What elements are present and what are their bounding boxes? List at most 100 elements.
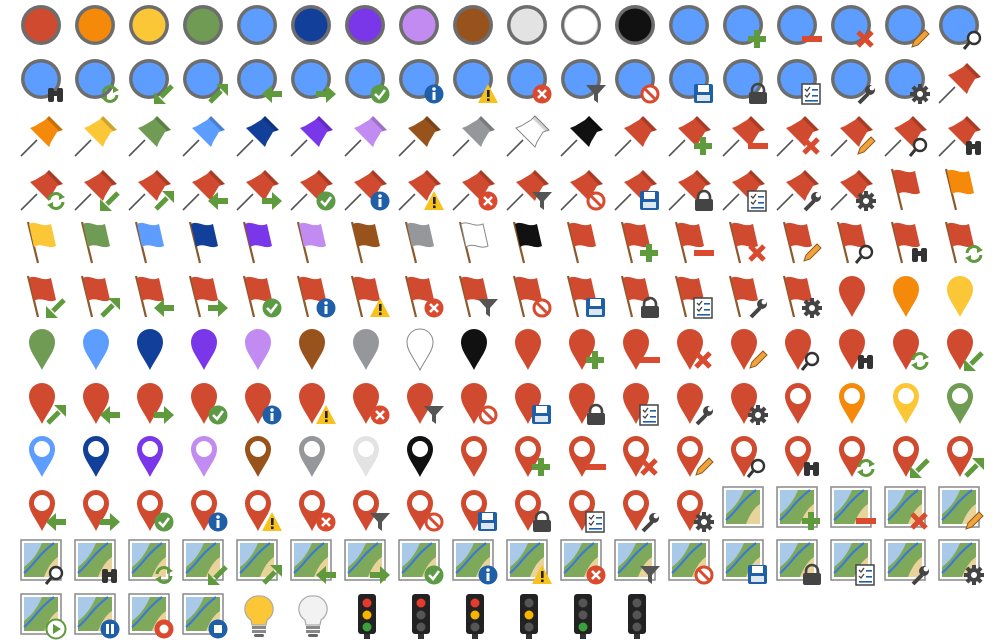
- flag-lightblue-icon: [126, 216, 176, 266]
- pin-red-check-icon: [288, 163, 338, 213]
- circle-lightblue-info-icon: [396, 56, 446, 106]
- traffic-icon: [504, 591, 554, 641]
- pin-red-delete-icon: [774, 109, 824, 159]
- circle-lightblue-icon: [666, 2, 716, 52]
- ringmarker-red-check-icon: [126, 484, 176, 534]
- ringmarker-red-arrow-down-left-icon: [882, 430, 932, 480]
- pin-lightblue-icon: [180, 109, 230, 159]
- marker-red-icon: [504, 323, 554, 373]
- map-add-icon: [774, 484, 824, 534]
- ringmarker-brown-icon: [234, 430, 284, 480]
- marker-red-remove-icon: [612, 323, 662, 373]
- marker-white-icon: [396, 323, 446, 373]
- circle-lightblue-error-icon: [504, 56, 554, 106]
- ringmarker-red-arrow-up-right-icon: [936, 430, 986, 480]
- pin-red-arrow-up-right-icon: [126, 163, 176, 213]
- map-delete-icon: [882, 484, 932, 534]
- pin-white-icon: [504, 109, 554, 159]
- pin-red-checklist-icon: [720, 163, 770, 213]
- map-lock-icon: [774, 537, 824, 587]
- marker-red-arrow-down-left-icon: [936, 323, 986, 373]
- flag-red-arrow-right-icon: [180, 270, 230, 320]
- ringmarker-red-lock-icon: [504, 484, 554, 534]
- marker-green-icon: [18, 323, 68, 373]
- flag-orange-icon: [936, 163, 986, 213]
- ringmarker-red-gear-icon: [666, 484, 716, 534]
- pin-red-arrow-right-icon: [234, 163, 284, 213]
- ringmarker-lightblue-icon: [18, 430, 68, 480]
- marker-red-block-icon: [450, 377, 500, 427]
- flag-red-edit-icon: [774, 216, 824, 266]
- bulb-yellow-icon: [234, 591, 284, 641]
- circle-lightblue-wrench-icon: [828, 56, 878, 106]
- flag-purple-icon: [234, 216, 284, 266]
- ringmarker-red-remove-icon: [558, 430, 608, 480]
- pin-red-add-icon: [666, 109, 716, 159]
- traffic-icon: [342, 591, 392, 641]
- ringmarker-red-warning-icon: [234, 484, 284, 534]
- marker-red-arrow-up-right-icon: [18, 377, 68, 427]
- circle-lightblue-check-icon: [342, 56, 392, 106]
- flag-red-check-icon: [234, 270, 284, 320]
- marker-red-search-icon: [774, 323, 824, 373]
- circle-lightblue-arrow-down-left-icon: [126, 56, 176, 106]
- marker-red-checklist-icon: [612, 377, 662, 427]
- flag-red-arrow-left-icon: [126, 270, 176, 320]
- flag-red-binoculars-icon: [882, 216, 932, 266]
- circle-lightblue-icon: [234, 2, 284, 52]
- map-stop-icon: [180, 591, 230, 641]
- map-filter-icon: [612, 537, 662, 587]
- ringmarker-red-wrench-icon: [612, 484, 662, 534]
- ringmarker-red-arrow-left-icon: [18, 484, 68, 534]
- map-error-icon: [558, 537, 608, 587]
- marker-red-save-icon: [504, 377, 554, 427]
- flag-yellow-icon: [18, 216, 68, 266]
- circle-lightblue-filter-icon: [558, 56, 608, 106]
- map-record-icon: [126, 591, 176, 641]
- flag-red-lock-icon: [612, 270, 662, 320]
- pin-red-icon: [612, 109, 662, 159]
- traffic-icon: [558, 591, 608, 641]
- marker-black-icon: [450, 323, 500, 373]
- circle-lightblue-binoculars-icon: [18, 56, 68, 106]
- circle-lightblue-delete-icon: [828, 2, 878, 52]
- ringmarker-red-checklist-icon: [558, 484, 608, 534]
- pin-purple-icon: [288, 109, 338, 159]
- flag-red-checklist-icon: [666, 270, 716, 320]
- circle-lightblue-edit-icon: [882, 2, 932, 52]
- pin-red-info-icon: [342, 163, 392, 213]
- flag-red-error-icon: [396, 270, 446, 320]
- marker-red-refresh-icon: [882, 323, 932, 373]
- circle-lightblue-refresh-icon: [72, 56, 122, 106]
- map-search-icon: [18, 537, 68, 587]
- marker-brown-icon: [288, 323, 338, 373]
- pin-black-icon: [558, 109, 608, 159]
- pin-darkblue-icon: [234, 109, 284, 159]
- ringmarker-red-search-icon: [720, 430, 770, 480]
- ringmarker-red-icon: [774, 377, 824, 427]
- marker-red-arrow-left-icon: [72, 377, 122, 427]
- ringmarker-purple-icon: [126, 430, 176, 480]
- traffic-icon: [612, 591, 662, 641]
- map-refresh-icon: [126, 537, 176, 587]
- marker-red-add-icon: [558, 323, 608, 373]
- bulb-white-icon: [288, 591, 338, 641]
- flag-red-arrow-up-right-icon: [72, 270, 122, 320]
- ringmarker-orange-icon: [828, 377, 878, 427]
- marker-yellow-icon: [936, 270, 986, 320]
- circle-purple-icon: [342, 2, 392, 52]
- flag-red-save-icon: [558, 270, 608, 320]
- flag-red-filter-icon: [450, 270, 500, 320]
- flag-lilac-icon: [288, 216, 338, 266]
- circle-lightblue-remove-icon: [774, 2, 824, 52]
- marker-red-edit-icon: [720, 323, 770, 373]
- flag-red-add-icon: [612, 216, 662, 266]
- marker-red-error-icon: [342, 377, 392, 427]
- pin-orange-icon: [18, 109, 68, 159]
- circle-white-icon: [558, 2, 608, 52]
- ringmarker-red-filter-icon: [342, 484, 392, 534]
- traffic-icon: [396, 591, 446, 641]
- circle-lilac-icon: [396, 2, 446, 52]
- map-pause-icon: [72, 591, 122, 641]
